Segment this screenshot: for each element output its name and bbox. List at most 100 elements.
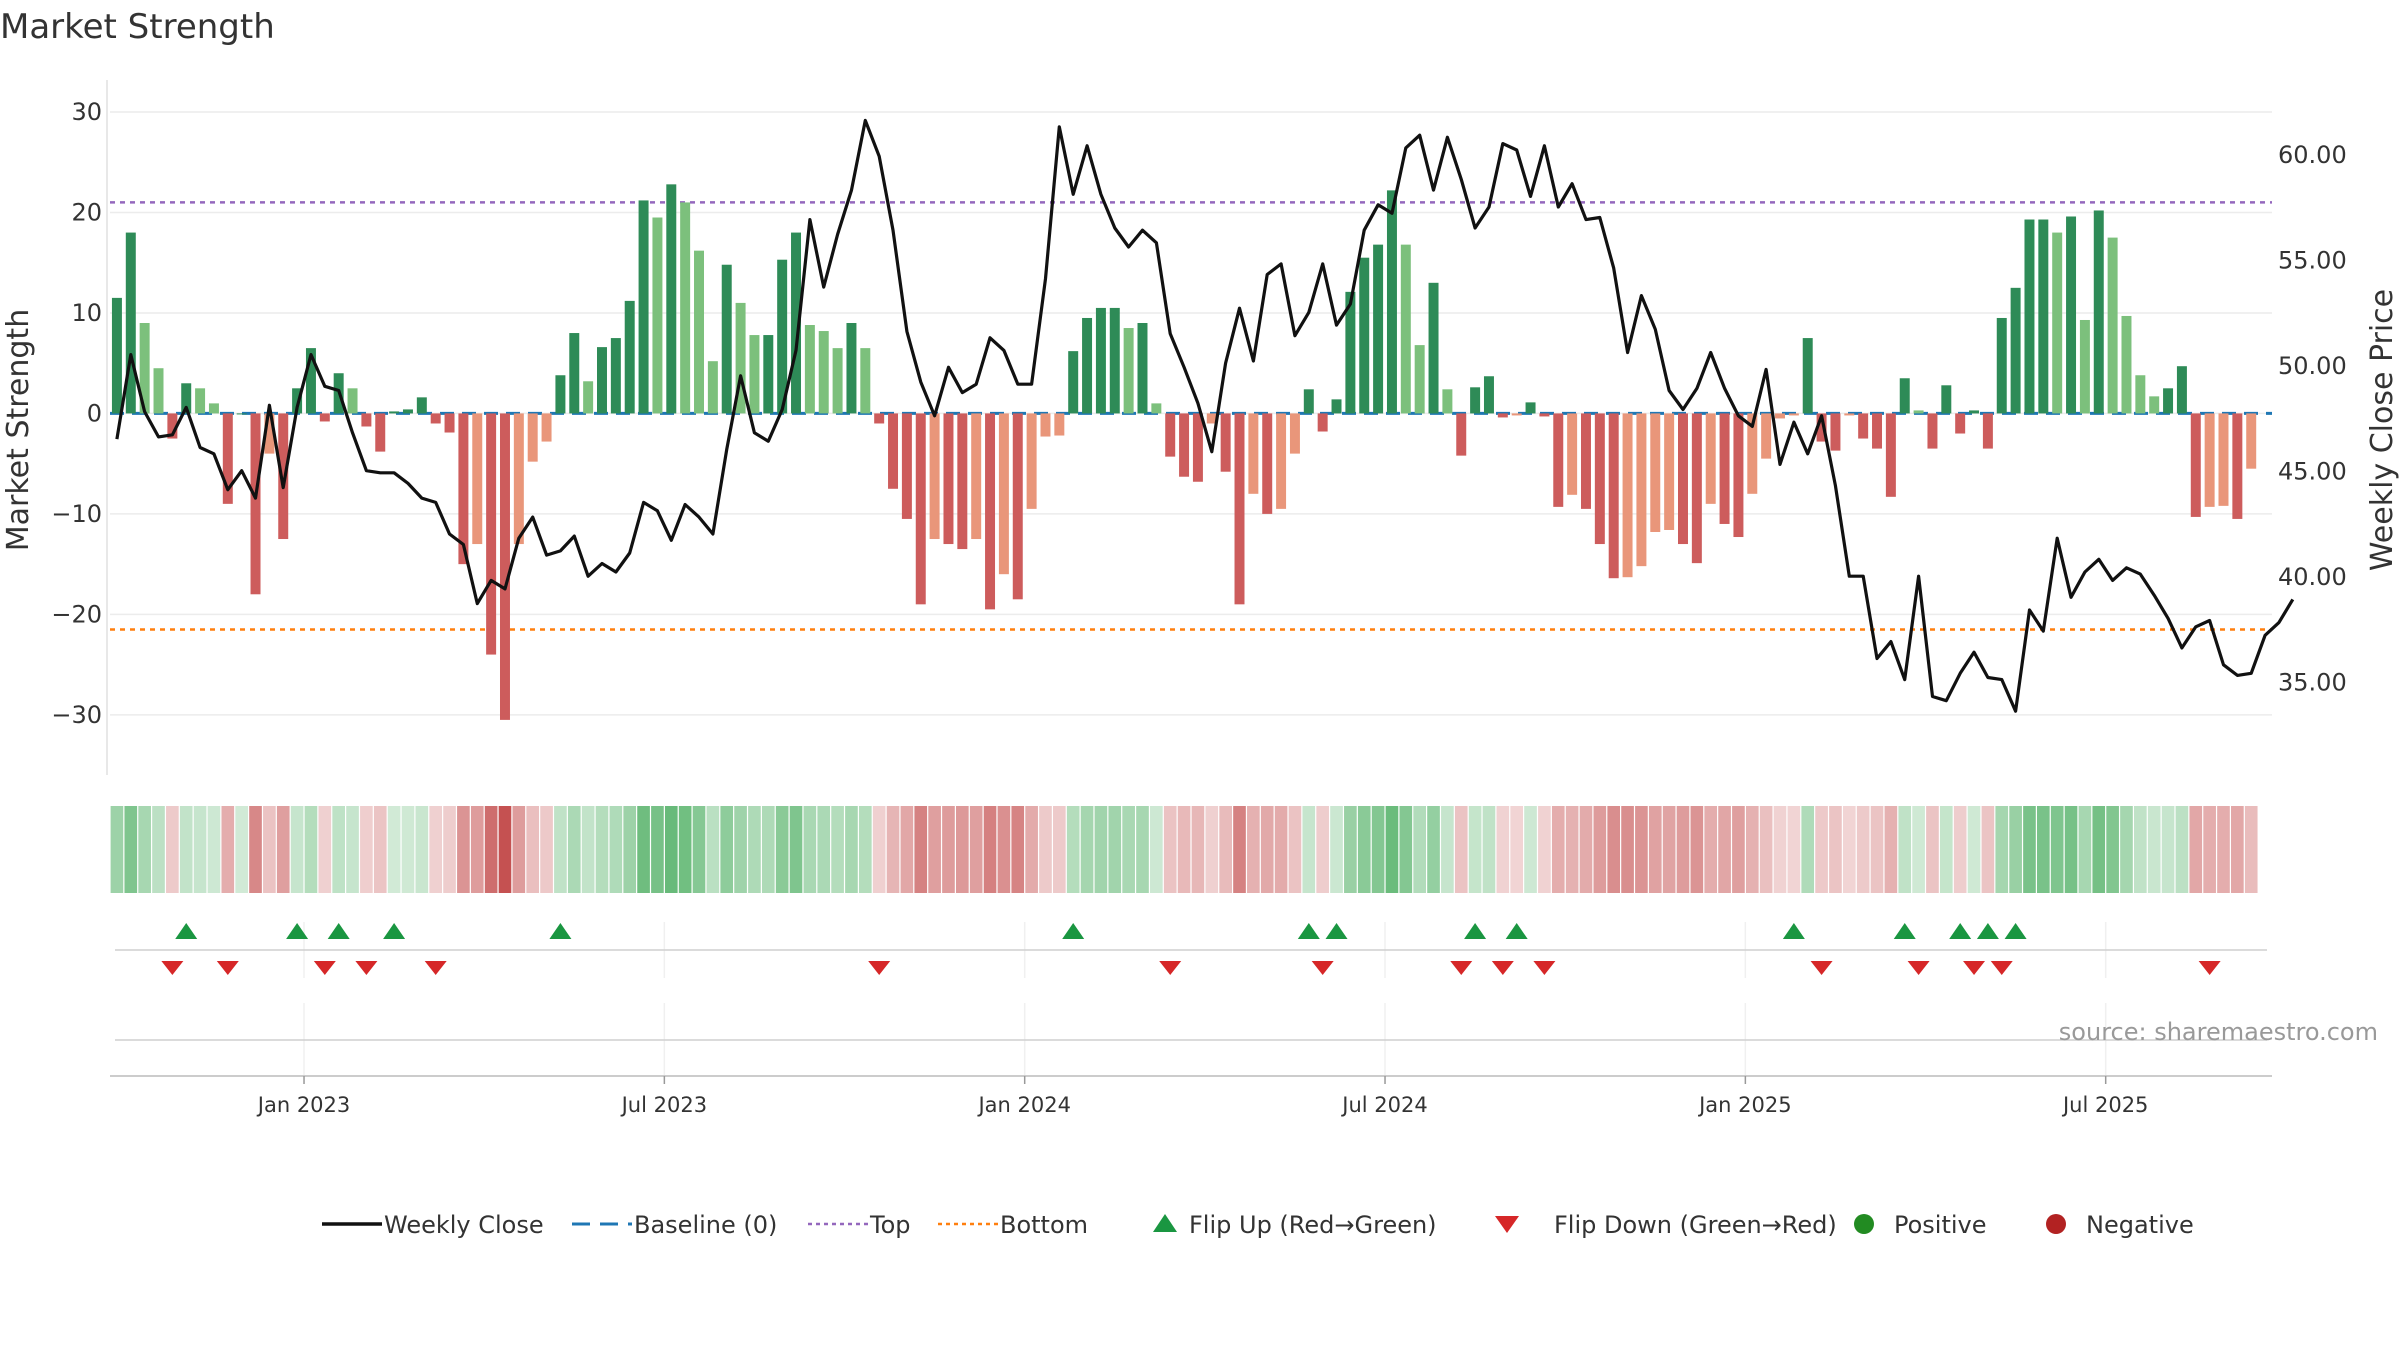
heat-cell [1357,806,1371,893]
heat-cell [1094,806,1108,893]
strength-bar [486,413,497,655]
heat-cell [207,806,221,893]
strength-bar [1802,338,1813,414]
strength-bar [541,413,552,442]
strength-bar [2218,413,2229,506]
strength-bar [943,413,954,545]
strength-bar [139,323,150,414]
legend-label: Flip Down (Green→Red) [1554,1211,1837,1239]
heat-cell [1704,806,1718,893]
y-right-tick-label: 55.00 [2278,247,2347,275]
strength-bar [1955,413,1966,434]
strength-bar [472,413,483,545]
legend-label: Weekly Close [384,1211,544,1239]
flip-up-marker [286,923,309,939]
heat-cell [1870,806,1884,893]
flip-up-marker [1949,923,1972,939]
x-axis-ticks: Jan 2023 Jul 2023 Jan 2024 Jul 2024 Jan 2025… [110,1075,2272,1117]
strength-bar [2093,210,2104,414]
strength-bar [2163,388,2174,414]
strength-bar [1262,413,1273,514]
heat-cell [290,806,304,893]
flip-up-marker [549,923,572,939]
strength-bar [1567,413,1578,495]
flip-down-marker [2198,961,2221,975]
strength-bar [1289,413,1300,454]
heat-cell [512,806,526,893]
strength-bar [1386,190,1397,414]
legend-item: Weekly Close [322,1211,544,1239]
legend-item: Positive [1854,1211,1987,1239]
heat-cell [249,806,262,893]
heat-cell [969,806,983,893]
heat-cell [1815,806,1828,893]
heat-cell [1454,806,1468,893]
legend-circle-icon [2046,1214,2066,1234]
strength-bar [125,232,136,414]
strength-bar [2079,319,2090,414]
y-left-tick-label: 10 [71,299,102,327]
heat-cell [2106,806,2119,893]
strength-bar [1719,413,1730,524]
x-tick-label: Jul 2024 [1340,1093,1427,1117]
heat-cell [2050,806,2064,893]
heat-cell [138,806,151,893]
flip-up-marker [327,923,350,939]
legend-item: Flip Down (Green→Red) [1495,1211,1837,1239]
flip-down-marker [1990,961,2013,975]
heat-cell [1080,806,1094,893]
legend: Weekly Close Baseline (0) Top Bottom Flip Up… [322,1211,2194,1239]
strength-bar [2176,366,2187,414]
strength-bar [832,348,843,414]
heat-cell [484,806,498,893]
y-axis-left-label: Market Strength [1,309,36,551]
heat-cell [1011,806,1025,893]
heat-cell [1260,806,1274,893]
strength-bar [874,413,885,424]
flip-down-marker [1159,961,1182,975]
strength-bar [2066,216,2077,414]
strength-bar [1664,413,1675,530]
heat-cell [803,806,817,893]
strength-bar [1594,413,1605,545]
y-axis-right-label: Weekly Close Price [2365,289,2400,571]
strength-bars [111,184,2257,720]
flip-down-marker [216,961,239,975]
heat-cell [955,806,969,893]
strength-bar [2190,413,2201,517]
heat-cell [2161,806,2175,893]
strength-bar [1331,399,1342,414]
heat-cell [1538,806,1551,893]
heat-cell [2009,806,2022,893]
heat-cell [886,806,900,893]
x-tick-label: Jan 2023 [256,1093,351,1117]
heat-cell [651,806,664,893]
heat-cell [1676,806,1690,893]
strength-bar [915,413,926,605]
strength-bar [1636,413,1647,567]
strength-bar [1982,413,1993,449]
strength-bar [347,388,358,414]
strength-bar [499,413,510,720]
flip-down-marker [1963,961,1986,975]
strength-bar [2246,413,2257,469]
strength-bar [1123,328,1134,414]
strength-bar [181,383,192,414]
strength-bar [1996,317,2007,414]
strength-bar [1082,317,1093,414]
heat-cell [304,806,318,893]
strength-bar [1109,307,1120,414]
flip-down-marker [1907,961,1930,975]
chart-title: Market Strength [0,7,275,47]
heat-cell [1745,806,1759,893]
heat-cell [263,806,276,893]
strength-bar [721,264,732,414]
legend-label: Positive [1894,1211,1987,1239]
heat-cell [1302,806,1316,893]
strength-bar [2038,219,2049,414]
heat-cell [124,806,138,893]
strength-bar [1497,413,1508,418]
strength-bar [1733,413,1744,538]
heat-cell [1025,806,1038,893]
